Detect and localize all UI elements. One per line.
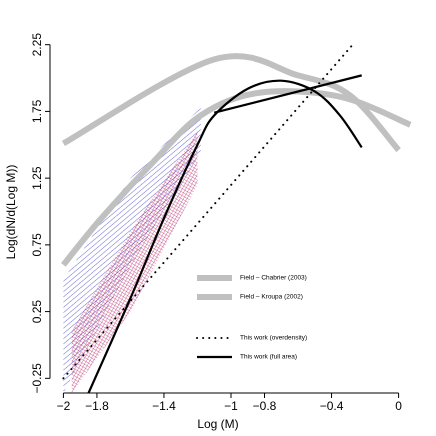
x-axis-label: Log (M) — [197, 417, 238, 431]
hatched-band — [71, 131, 198, 393]
series-line — [213, 74, 362, 114]
series-line — [61, 88, 412, 267]
legend-label: Field – Chabrier (2003) — [240, 275, 307, 282]
y-tick-label: 1.25 — [30, 166, 44, 190]
x-tick-label: 0 — [395, 399, 402, 413]
y-tick-label: −0.25 — [30, 363, 44, 394]
legend-label: This work (full area) — [240, 354, 297, 361]
x-tick-label: −1.4 — [152, 399, 176, 413]
x-tick-label: −1 — [224, 399, 238, 413]
y-tick-label: 2.25 — [30, 33, 44, 57]
x-tick-label: −0.8 — [253, 399, 277, 413]
y-tick-label: 0.25 — [30, 300, 44, 324]
x-tick-label: −0.4 — [320, 399, 344, 413]
legend-label: This work (overdensity) — [240, 335, 307, 342]
plot-area — [61, 41, 412, 393]
series-line — [62, 41, 357, 380]
x-tick-label: −2 — [57, 399, 71, 413]
legend-label: Field – Kroupa (2002) — [240, 294, 303, 301]
y-tick-label: 1.75 — [30, 99, 44, 123]
x-tick-label: −1.8 — [85, 399, 109, 413]
y-axis-label: Log(dN/d(Log M)) — [4, 165, 18, 260]
y-tick-label: 0.75 — [30, 233, 44, 257]
